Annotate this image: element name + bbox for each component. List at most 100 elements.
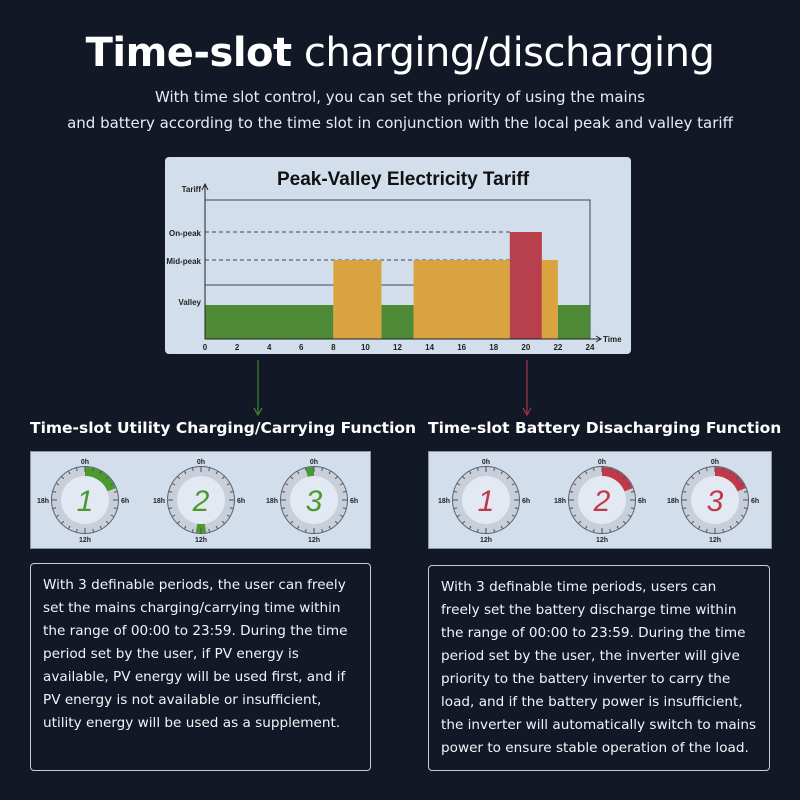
clock-tick xyxy=(686,483,690,486)
clock-tick xyxy=(609,528,612,533)
clock-tick xyxy=(743,507,748,510)
clock-tick xyxy=(172,483,176,486)
clock-tick xyxy=(627,483,631,486)
clock-tick xyxy=(569,507,574,510)
clock-tick xyxy=(453,507,458,510)
clock-time-slot-arc xyxy=(602,467,633,492)
clock-tick xyxy=(334,476,338,480)
clock-tick xyxy=(285,514,289,517)
clock-label: 18h xyxy=(438,498,450,505)
clock-tick xyxy=(281,490,286,493)
clock-tick xyxy=(740,514,744,517)
right-clock-panel: 1 0h 12h 6h 18h 2 0h 12h 6h 18h 3 0h 12h 6h 18h xyxy=(428,451,772,549)
clock-tick xyxy=(743,490,748,493)
clock-tick xyxy=(493,467,496,472)
clock-tick xyxy=(191,467,194,472)
clock-tick xyxy=(105,476,109,480)
title-rest: charging/discharging xyxy=(303,30,715,76)
clock-face xyxy=(691,476,739,524)
clock-tick xyxy=(622,476,626,480)
clock-tick xyxy=(453,490,458,493)
x-tick-label: 24 xyxy=(586,343,595,352)
clock-1: 1 0h 12h 6h 18h xyxy=(438,459,530,544)
tariff-bar xyxy=(333,260,382,339)
tariff-chart-svg: Peak-Valley Electricity Tariff Valley Mid… xyxy=(166,169,622,352)
clock-tick xyxy=(75,467,78,472)
clock-tick xyxy=(462,520,466,524)
clock-label: 6h xyxy=(751,498,759,505)
tariff-chart: Peak-Valley Electricity Tariff Valley Mid… xyxy=(165,157,631,354)
clock-tick xyxy=(52,507,57,510)
x-tick-label: 6 xyxy=(299,343,304,352)
clock-tick xyxy=(52,490,57,493)
clock-3: 3 0h 12h 6h 18h xyxy=(667,459,759,544)
clock-tick xyxy=(514,507,519,510)
clock-tick xyxy=(113,490,118,493)
clock-tick xyxy=(698,471,701,475)
left-description: With 3 definable periods, the user can f… xyxy=(30,563,371,771)
clock-tick xyxy=(506,520,510,524)
clock-tick xyxy=(578,520,582,524)
x-tick-label: 0 xyxy=(203,343,208,352)
level-label: Valley xyxy=(178,298,201,307)
clock-number: 2 xyxy=(192,485,210,518)
clock-face xyxy=(578,476,626,524)
clock-time-slot-arc xyxy=(715,467,746,492)
chart-title: Peak-Valley Electricity Tariff xyxy=(277,169,530,190)
clock-tick xyxy=(705,528,708,533)
clock-tick xyxy=(285,483,289,486)
clock-tick xyxy=(462,476,466,480)
x-axis-arrow-icon xyxy=(595,335,602,343)
clock-tick xyxy=(342,507,347,510)
clock-label: 18h xyxy=(266,498,278,505)
clock-label: 6h xyxy=(237,498,245,505)
clock-number: 3 xyxy=(306,485,323,518)
clock-label: 12h xyxy=(596,537,608,544)
clock-tick xyxy=(511,514,515,517)
clock-tick xyxy=(622,520,626,524)
clock-tick xyxy=(705,467,708,472)
clock-tick xyxy=(229,490,234,493)
clock-tick xyxy=(573,514,577,517)
tariff-bar xyxy=(557,305,590,339)
clock-tick xyxy=(585,471,588,475)
clock-tick xyxy=(215,525,218,529)
clock-label: 12h xyxy=(709,537,721,544)
green-arrow-icon xyxy=(253,407,263,417)
clock-tick xyxy=(56,514,60,517)
x-tick-label: 4 xyxy=(267,343,272,352)
x-tick-label: 18 xyxy=(489,343,498,352)
clock-tick xyxy=(208,467,211,472)
y-axis-arrow-icon xyxy=(201,182,209,191)
clock-tick xyxy=(691,520,695,524)
clock-tick xyxy=(729,471,732,475)
clock-time-slot-arc xyxy=(85,467,116,492)
clock-tick xyxy=(321,528,324,533)
clock-tick xyxy=(328,471,331,475)
clock-tick xyxy=(208,528,211,533)
clock-label: 6h xyxy=(522,498,530,505)
clock-tick xyxy=(630,490,635,493)
clock-tick xyxy=(105,520,109,524)
clock-tick xyxy=(290,476,294,480)
clock-tick xyxy=(740,483,744,486)
clock-number: 3 xyxy=(707,485,724,518)
clock-tick xyxy=(61,476,65,480)
clock-tick xyxy=(609,467,612,472)
clock-tick xyxy=(177,476,181,480)
clock-tick xyxy=(342,490,347,493)
clock-tick xyxy=(168,507,173,510)
right-description: With 3 definable time periods, users can… xyxy=(428,565,770,771)
clock-tick xyxy=(627,514,631,517)
clock-tick xyxy=(506,476,510,480)
clock-2: 2 0h 12h 6h 18h xyxy=(554,459,646,544)
clock-tick xyxy=(184,471,187,475)
clock-1: 1 0h 12h 6h 18h xyxy=(37,459,129,544)
clock-tick xyxy=(493,528,496,533)
clock-tick xyxy=(297,471,300,475)
clock-face xyxy=(177,476,225,524)
x-axis-label: Time xyxy=(603,335,622,344)
clock-tick xyxy=(592,528,595,533)
clock-tick xyxy=(221,520,225,524)
x-tick-label: 12 xyxy=(393,343,402,352)
